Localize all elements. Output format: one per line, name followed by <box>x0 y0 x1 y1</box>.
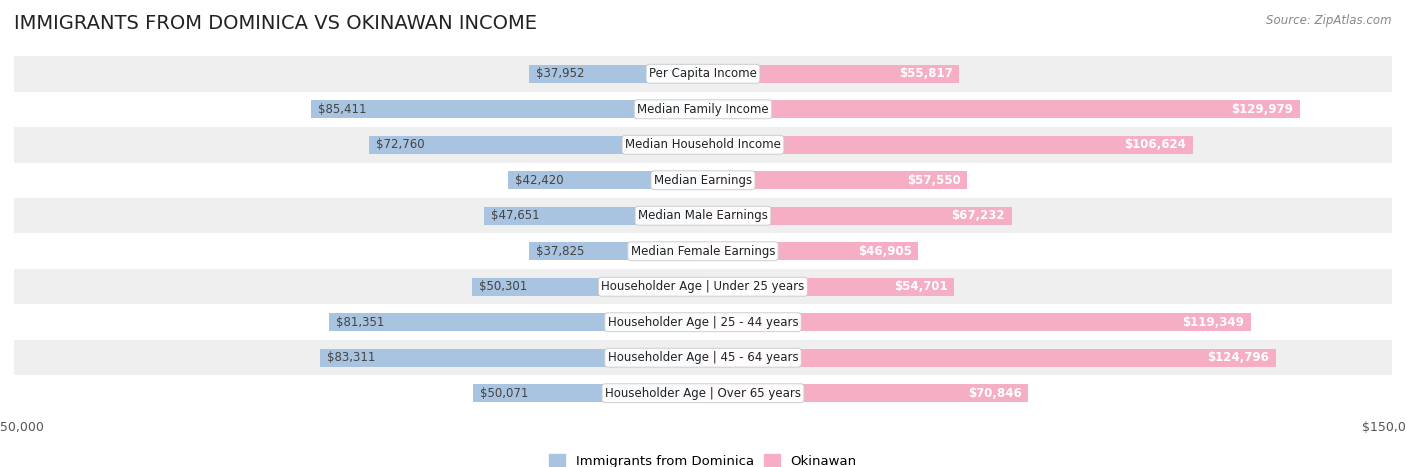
Text: $55,817: $55,817 <box>898 67 952 80</box>
Text: Median Household Income: Median Household Income <box>626 138 780 151</box>
Bar <box>14 304 1392 340</box>
Bar <box>703 171 967 189</box>
Text: $83,311: $83,311 <box>328 351 375 364</box>
Bar <box>703 100 1301 118</box>
Bar <box>14 269 1392 304</box>
Bar <box>14 127 1392 163</box>
Text: $124,796: $124,796 <box>1208 351 1270 364</box>
Bar <box>14 234 1392 269</box>
Text: Median Family Income: Median Family Income <box>637 103 769 116</box>
Text: Source: ZipAtlas.com: Source: ZipAtlas.com <box>1267 14 1392 27</box>
Text: $46,905: $46,905 <box>858 245 911 258</box>
Text: $50,301: $50,301 <box>479 280 527 293</box>
Bar <box>368 136 703 154</box>
Bar <box>703 313 1251 331</box>
Bar <box>14 92 1392 127</box>
Text: Householder Age | Over 65 years: Householder Age | Over 65 years <box>605 387 801 400</box>
Text: Householder Age | Under 25 years: Householder Age | Under 25 years <box>602 280 804 293</box>
Text: $37,952: $37,952 <box>536 67 583 80</box>
Text: $129,979: $129,979 <box>1232 103 1294 116</box>
Text: $47,651: $47,651 <box>491 209 540 222</box>
Text: $42,420: $42,420 <box>515 174 564 187</box>
Bar <box>472 384 703 402</box>
Bar <box>329 313 703 331</box>
Bar <box>14 198 1392 234</box>
Text: $85,411: $85,411 <box>318 103 366 116</box>
Bar <box>703 136 1192 154</box>
Bar <box>14 340 1392 375</box>
Bar <box>508 171 703 189</box>
Bar <box>703 278 955 296</box>
Bar <box>14 163 1392 198</box>
Text: Median Male Earnings: Median Male Earnings <box>638 209 768 222</box>
Bar <box>703 384 1028 402</box>
Text: Householder Age | 45 - 64 years: Householder Age | 45 - 64 years <box>607 351 799 364</box>
Bar <box>321 349 703 367</box>
Text: $72,760: $72,760 <box>375 138 425 151</box>
Bar <box>529 242 703 260</box>
Bar <box>703 349 1277 367</box>
Text: Householder Age | 25 - 44 years: Householder Age | 25 - 44 years <box>607 316 799 329</box>
Bar <box>529 65 703 83</box>
Text: $106,624: $106,624 <box>1123 138 1185 151</box>
Text: $70,846: $70,846 <box>967 387 1022 400</box>
Text: Per Capita Income: Per Capita Income <box>650 67 756 80</box>
Text: $81,351: $81,351 <box>336 316 385 329</box>
Text: $37,825: $37,825 <box>536 245 585 258</box>
Bar <box>14 56 1392 92</box>
Text: $50,071: $50,071 <box>479 387 529 400</box>
Text: $67,232: $67,232 <box>952 209 1005 222</box>
Text: Median Earnings: Median Earnings <box>654 174 752 187</box>
Bar <box>703 242 918 260</box>
Text: $54,701: $54,701 <box>894 280 948 293</box>
Bar <box>311 100 703 118</box>
Bar <box>14 375 1392 411</box>
Bar <box>703 65 959 83</box>
Text: IMMIGRANTS FROM DOMINICA VS OKINAWAN INCOME: IMMIGRANTS FROM DOMINICA VS OKINAWAN INC… <box>14 14 537 33</box>
Bar <box>703 207 1012 225</box>
Text: $57,550: $57,550 <box>907 174 960 187</box>
Text: $119,349: $119,349 <box>1182 316 1244 329</box>
Text: Median Female Earnings: Median Female Earnings <box>631 245 775 258</box>
Legend: Immigrants from Dominica, Okinawan: Immigrants from Dominica, Okinawan <box>550 454 856 467</box>
Bar <box>472 278 703 296</box>
Bar <box>484 207 703 225</box>
